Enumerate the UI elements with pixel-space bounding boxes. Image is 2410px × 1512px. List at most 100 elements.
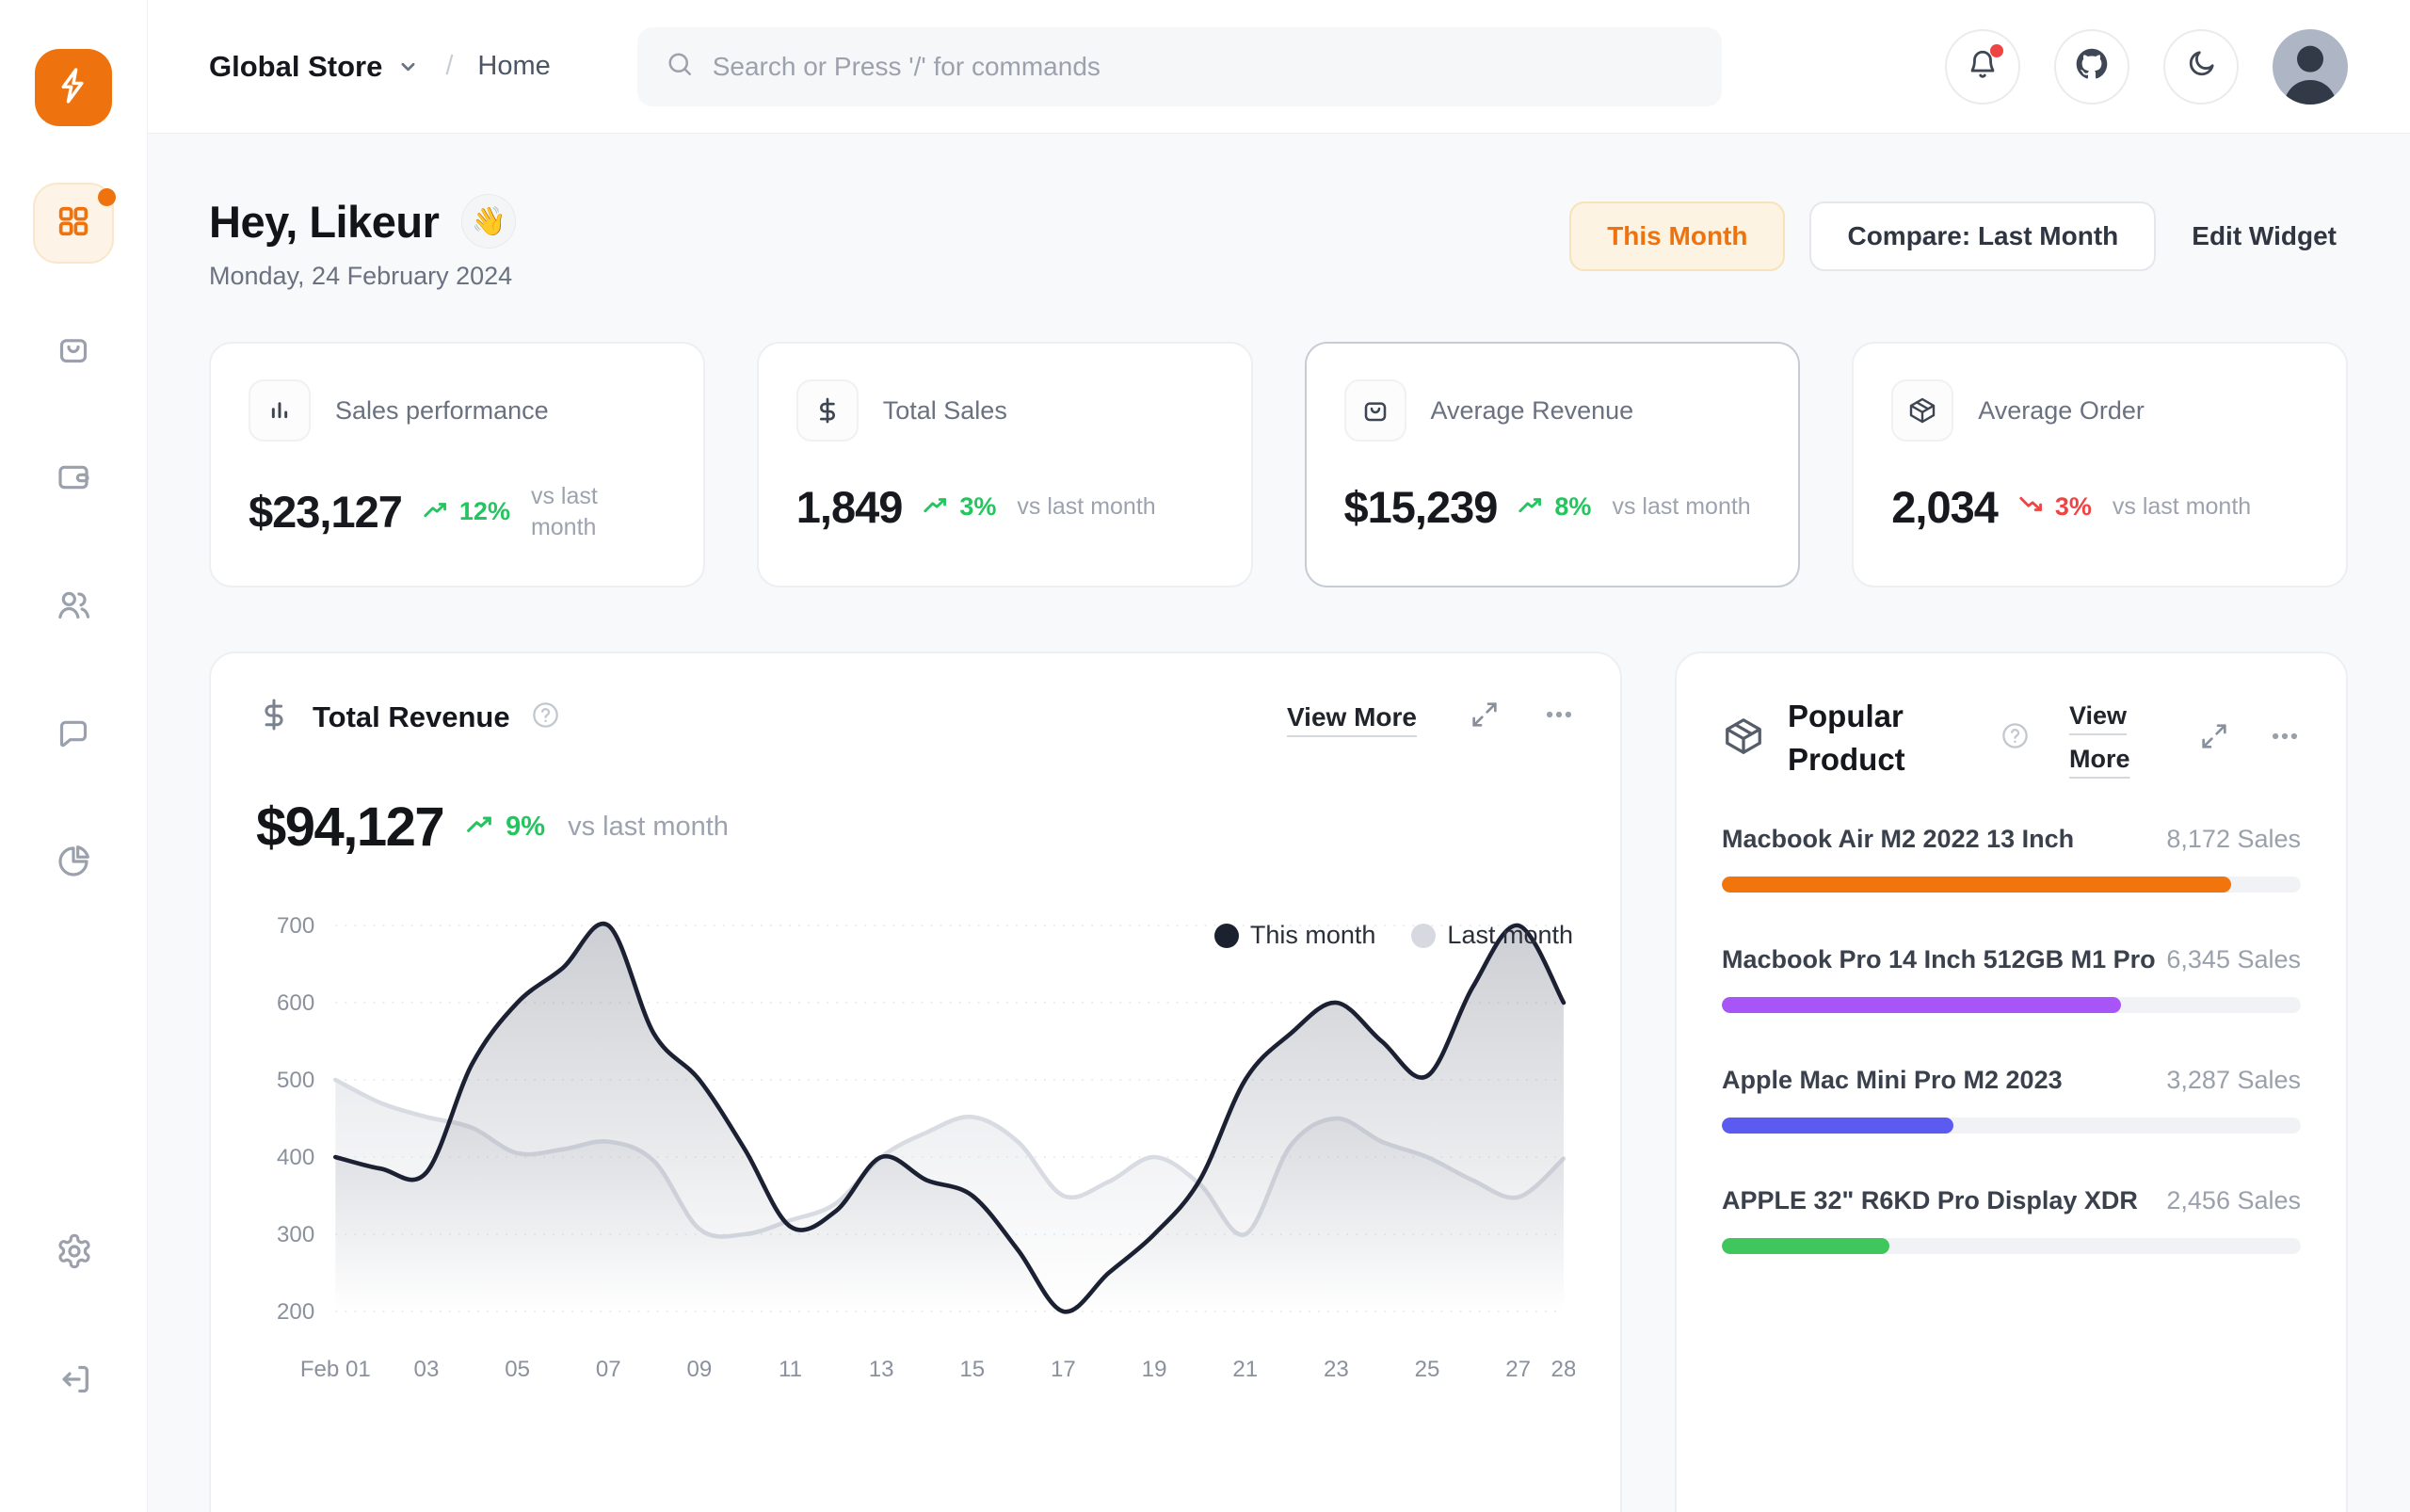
popular-card-title: Popular Product: [1788, 699, 1905, 778]
search-bar[interactable]: [636, 26, 1722, 106]
svg-text:21: 21: [1232, 1357, 1258, 1382]
expand-icon[interactable]: [2199, 721, 2229, 756]
svg-text:200: 200: [277, 1299, 314, 1325]
product-row: Macbook Pro 14 Inch 512GB M1 Pro 6,345 S…: [1722, 945, 2301, 1014]
stat-value: 1,849: [795, 482, 904, 532]
notifications-button[interactable]: [1945, 28, 2020, 105]
stat-delta: 8%: [1518, 492, 1591, 522]
pie-chart-icon: [55, 843, 92, 885]
expand-icon[interactable]: [1470, 700, 1500, 734]
help-icon[interactable]: [2000, 721, 2030, 755]
legend-label: Last month: [1447, 921, 1573, 949]
legend-label: This month: [1249, 921, 1376, 949]
svg-text:Feb 01: Feb 01: [300, 1357, 371, 1382]
svg-text:13: 13: [869, 1357, 894, 1382]
filter-this-month-button[interactable]: This Month: [1569, 201, 1786, 271]
sidebar-item-customers[interactable]: [33, 567, 114, 648]
svg-text:500: 500: [277, 1068, 314, 1093]
chevron-down-icon[interactable]: [395, 54, 421, 79]
sidebar-item-wallet[interactable]: [33, 439, 114, 520]
page-title: Hey, Likeur: [209, 196, 440, 247]
dollar-icon: [256, 697, 292, 737]
legend-dot: [1411, 923, 1437, 948]
product-progress-track: [1722, 1238, 2301, 1255]
svg-text:17: 17: [1051, 1357, 1076, 1382]
search-input[interactable]: [712, 51, 1694, 82]
stat-delta: 3%: [923, 492, 996, 522]
svg-text:07: 07: [596, 1357, 621, 1382]
help-icon[interactable]: [531, 700, 560, 734]
breadcrumb-separator: /: [445, 51, 454, 81]
stat-note: vs last month: [1612, 493, 1751, 521]
users-icon: [55, 587, 92, 629]
sidebar-item-messages[interactable]: [33, 695, 114, 776]
stat-card-average-revenue[interactable]: Average Revenue $15,239 8% vs last month: [1304, 342, 1801, 587]
trend-down-icon: [2018, 492, 2047, 522]
panels: Total Revenue View More $94,127: [209, 651, 2348, 1512]
bar-chart-icon: [249, 379, 311, 442]
revenue-line-chart: 700 600 500 400 300 200 Feb 01 03 05 07 09 11 13 15 17…: [277, 913, 1575, 1382]
stat-value: $15,239: [1343, 482, 1499, 532]
dark-mode-button[interactable]: [2163, 28, 2239, 105]
stat-card-average-order[interactable]: Average Order 2,034 3% vs last month: [1852, 342, 2348, 587]
sidebar-item-logout[interactable]: [34, 1341, 115, 1422]
chart-legend: This month Last month: [1213, 921, 1573, 950]
product-name: Macbook Pro 14 Inch 512GB M1 Pro: [1722, 945, 2156, 974]
product-progress-fill: [1722, 997, 2122, 1014]
product-progress-track: [1722, 997, 2301, 1014]
more-options-icon[interactable]: [1543, 699, 1575, 735]
product-progress-track: [1722, 877, 2301, 893]
sidebar: [0, 0, 148, 1512]
lightning-icon: [53, 65, 94, 111]
popular-product-card: Popular Product View More Macbook Air M2…: [1675, 651, 2348, 1512]
svg-text:03: 03: [414, 1357, 440, 1382]
stat-delta: 3%: [2018, 492, 2092, 522]
stats-row: Sales performance $23,127 12% vs last mo…: [209, 342, 2348, 587]
popular-view-more-link[interactable]: View More: [2069, 701, 2130, 774]
legend-item-this-month[interactable]: This month: [1213, 921, 1376, 950]
topbar: Global Store / Home: [148, 0, 2410, 134]
topbar-actions: [1945, 28, 2348, 105]
stat-value: 2,034: [1891, 482, 1999, 532]
dollar-icon: [795, 379, 859, 442]
wallet-icon: [55, 458, 92, 501]
trend-up-icon: [466, 812, 496, 843]
svg-text:25: 25: [1415, 1357, 1440, 1382]
breadcrumb-home[interactable]: Home: [477, 51, 551, 81]
github-button[interactable]: [2054, 28, 2129, 105]
breadcrumb: Global Store / Home: [209, 50, 551, 84]
moon-icon: [2185, 48, 2217, 85]
more-options-icon[interactable]: [2269, 720, 2301, 757]
sidebar-item-dashboard[interactable]: [33, 183, 116, 264]
sidebar-item-settings[interactable]: [34, 1213, 115, 1294]
product-progress-fill: [1722, 1238, 1890, 1255]
stat-card-total-sales[interactable]: Total Sales 1,849 3% vs last month: [756, 342, 1253, 587]
package-icon: [1722, 715, 1765, 763]
sidebar-item-analytics[interactable]: [33, 823, 114, 904]
shopping-bag-icon: [1343, 379, 1406, 442]
stat-note: vs last month: [530, 483, 598, 540]
edit-widget-button[interactable]: Edit Widget: [2180, 201, 2348, 271]
svg-text:19: 19: [1142, 1357, 1167, 1382]
sidebar-item-orders[interactable]: [33, 311, 114, 392]
gear-icon: [56, 1232, 93, 1275]
product-name: APPLE 32" R6KD Pro Display XDR: [1722, 1186, 2138, 1215]
avatar[interactable]: [2273, 28, 2348, 105]
stat-card-sales-performance[interactable]: Sales performance $23,127 12% vs last mo…: [209, 342, 705, 587]
legend-item-last-month[interactable]: Last month: [1411, 921, 1573, 950]
package-icon: [1891, 379, 1954, 442]
app-logo[interactable]: [35, 49, 112, 126]
svg-text:11: 11: [779, 1357, 802, 1382]
store-switcher[interactable]: Global Store: [209, 49, 383, 83]
revenue-view-more-link[interactable]: View More: [1287, 701, 1417, 732]
search-icon: [666, 50, 694, 83]
svg-text:700: 700: [277, 913, 314, 939]
product-row: APPLE 32" R6KD Pro Display XDR 2,456 Sal…: [1722, 1186, 2301, 1255]
svg-text:600: 600: [277, 990, 314, 1016]
trend-up-icon: [423, 497, 451, 526]
product-row: Macbook Air M2 2022 13 Inch 8,172 Sales: [1722, 825, 2301, 893]
main-content: Hey, Likeur 👋 Monday, 24 February 2024 T…: [148, 134, 2410, 1512]
svg-text:09: 09: [686, 1357, 712, 1382]
compare-last-month-button[interactable]: Compare: Last Month: [1809, 201, 2157, 271]
svg-text:23: 23: [1324, 1357, 1349, 1382]
